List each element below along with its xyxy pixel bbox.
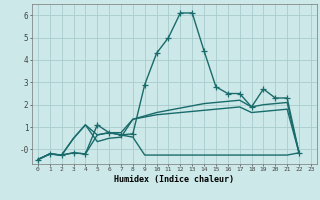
X-axis label: Humidex (Indice chaleur): Humidex (Indice chaleur) [115, 175, 234, 184]
